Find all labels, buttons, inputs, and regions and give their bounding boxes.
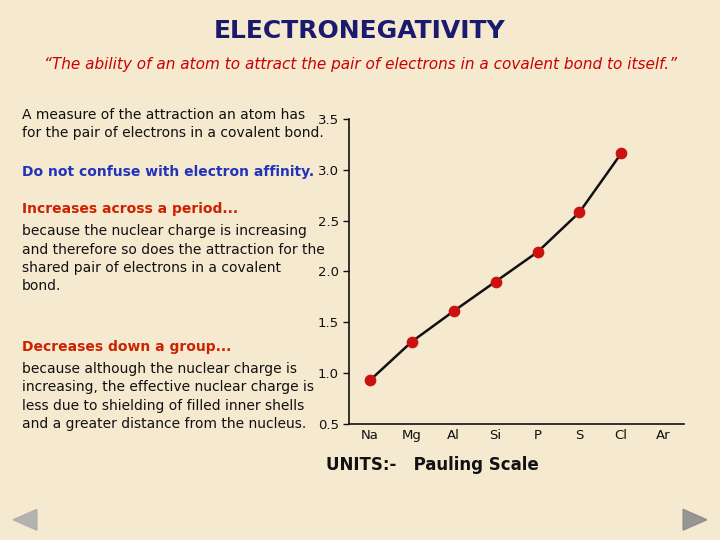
Text: UNITS:-   Pauling Scale: UNITS:- Pauling Scale	[325, 456, 539, 474]
Point	[406, 337, 418, 346]
Polygon shape	[683, 509, 707, 530]
Text: because the nuclear charge is increasing
and therefore so does the attraction fo: because the nuclear charge is increasing…	[22, 224, 324, 293]
Text: Do not confuse with electron affinity.: Do not confuse with electron affinity.	[22, 165, 314, 179]
Text: because although the nuclear charge is
increasing, the effective nuclear charge : because although the nuclear charge is i…	[22, 362, 314, 431]
Text: A measure of the attraction an atom has
for the pair of electrons in a covalent : A measure of the attraction an atom has …	[22, 108, 323, 140]
Text: ELECTRONEGATIVITY: ELECTRONEGATIVITY	[214, 19, 506, 43]
Point	[364, 376, 376, 384]
Point	[532, 248, 544, 256]
Point	[574, 208, 585, 217]
Text: Decreases down a group...: Decreases down a group...	[22, 340, 231, 354]
Point	[448, 307, 459, 315]
Point	[490, 277, 501, 286]
Polygon shape	[13, 509, 37, 530]
Point	[616, 149, 627, 158]
Text: Increases across a period...: Increases across a period...	[22, 202, 238, 217]
Text: “The ability of an atom to attract the pair of electrons in a covalent bond to i: “The ability of an atom to attract the p…	[43, 57, 677, 72]
